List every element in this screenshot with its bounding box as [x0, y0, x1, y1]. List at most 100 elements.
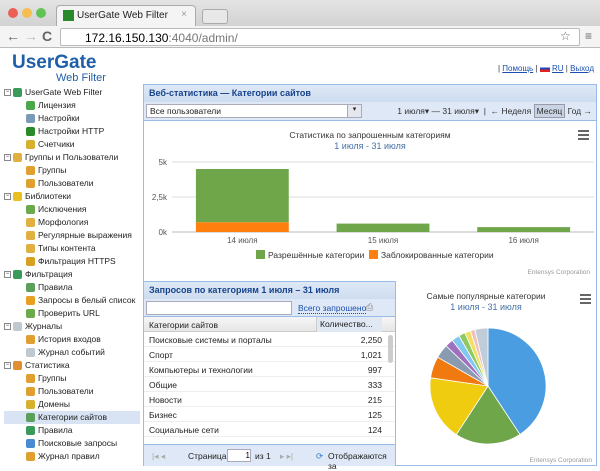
table-row[interactable]: Спорт 1,021: [144, 347, 395, 362]
year-button[interactable]: Год: [567, 106, 582, 116]
pie-slice[interactable]: [474, 327, 489, 387]
page-input[interactable]: [227, 449, 251, 462]
first-page-button[interactable]: |◂ ◂: [152, 451, 166, 461]
sidebar-item[interactable]: Регулярные выражения: [4, 229, 140, 242]
sidebar-item[interactable]: − Группы и Пользователи: [4, 152, 119, 163]
menu-icon[interactable]: ≡: [585, 29, 593, 43]
bar[interactable]: [336, 223, 430, 232]
month-button[interactable]: Месяц: [533, 104, 566, 118]
collapse-icon[interactable]: −: [4, 362, 11, 370]
column-category[interactable]: Категории сайтов: [149, 320, 219, 330]
sidebar-item[interactable]: − UserGate Web Filter: [4, 87, 103, 98]
reload-button[interactable]: C: [42, 28, 53, 44]
back-button[interactable]: ←: [6, 28, 20, 44]
pie-credit[interactable]: Entensys Corporation: [529, 457, 592, 464]
collapse-icon[interactable]: −: [4, 89, 11, 97]
sidebar-item-icon: [26, 296, 35, 306]
y-tick-label: 2,5k: [152, 193, 168, 202]
collapse-icon[interactable]: −: [4, 193, 11, 201]
table-row[interactable]: Общие 333: [144, 377, 395, 392]
bar[interactable]: [195, 169, 289, 223]
chart-credit[interactable]: Entensys Corporation: [527, 269, 590, 276]
sidebar-item[interactable]: Счетчики: [4, 138, 140, 151]
sidebar-item[interactable]: Запросы в белый список: [4, 294, 140, 307]
prev-period-button[interactable]: ←: [490, 106, 500, 116]
page-count: из 1: [255, 451, 271, 461]
sidebar-item[interactable]: Группы: [4, 372, 140, 385]
sidebar-item[interactable]: − Библиотеки: [4, 191, 72, 202]
bar[interactable]: [195, 222, 289, 232]
minimize-window-button[interactable]: [22, 8, 32, 18]
grid-search-input[interactable]: [146, 301, 292, 315]
sidebar-item-icon: [26, 140, 35, 150]
sidebar-item[interactable]: Пользователи: [4, 385, 140, 398]
sidebar-item[interactable]: Домены: [4, 398, 140, 411]
bookmark-star-icon[interactable]: ☆: [560, 29, 571, 43]
next-page-button[interactable]: ▸ ▸|: [280, 451, 294, 461]
bar[interactable]: [477, 227, 571, 232]
sidebar-item[interactable]: Лицензия: [4, 99, 140, 112]
sidebar-item[interactable]: − Статистика: [4, 360, 70, 371]
close-tab-icon[interactable]: ×: [181, 9, 187, 20]
url-input[interactable]: 172.16.150.130:4040/admin/: [60, 28, 580, 46]
legend-blocked[interactable]: Заблокированные категории: [381, 250, 494, 260]
collapse-icon[interactable]: −: [4, 154, 11, 162]
date-to-picker[interactable]: 31 июля▾: [442, 106, 480, 116]
next-period-button[interactable]: →: [583, 106, 593, 116]
sidebar-item[interactable]: Правила: [4, 281, 140, 294]
language-link[interactable]: RU: [551, 64, 564, 73]
sidebar-item[interactable]: Правила: [4, 424, 140, 437]
logout-link[interactable]: Выход: [570, 64, 594, 73]
total-requested-button[interactable]: Всего запрошено: [298, 303, 367, 314]
sidebar-item[interactable]: Пользователи: [4, 177, 140, 190]
table-row[interactable]: Компьютеры и технологии 997: [144, 362, 395, 377]
sidebar-item-icon: [26, 374, 35, 384]
close-window-button[interactable]: [8, 8, 18, 18]
sidebar-item[interactable]: Исключения: [4, 203, 140, 216]
browser-tab[interactable]: UserGate Web Filter ×: [56, 5, 196, 26]
sidebar-item-icon: [26, 413, 35, 423]
sidebar-item[interactable]: − Фильтрация: [4, 269, 73, 280]
help-link[interactable]: Помощь: [502, 64, 534, 73]
table-row[interactable]: Бизнес 125: [144, 407, 395, 422]
week-button[interactable]: Неделя: [501, 106, 532, 116]
collapse-icon[interactable]: −: [4, 323, 11, 331]
print-icon[interactable]: ⎙: [366, 302, 374, 312]
table-row[interactable]: Новости 215: [144, 392, 395, 407]
new-tab-button[interactable]: [202, 9, 228, 24]
chart-menu-icon[interactable]: [578, 130, 589, 140]
scrollbar[interactable]: [388, 335, 393, 363]
sidebar-item[interactable]: − Журналы: [4, 321, 63, 332]
collapse-icon[interactable]: −: [4, 271, 11, 279]
sidebar-item[interactable]: Морфология: [4, 216, 140, 229]
chevron-down-icon[interactable]: ▾: [347, 105, 361, 117]
table-row[interactable]: Социальные сети 124: [144, 422, 395, 437]
sidebar-item[interactable]: Поисковые запросы: [4, 437, 140, 450]
main-panel: Веб-статистика — Категории сайтов Все по…: [143, 84, 597, 471]
sidebar-item[interactable]: История входов: [4, 333, 140, 346]
legend-allowed-swatch: [256, 250, 265, 259]
user-select[interactable]: Все пользователи ▾: [146, 104, 362, 118]
pie-menu-icon[interactable]: [580, 294, 591, 304]
maximize-window-button[interactable]: [36, 8, 46, 18]
sidebar-item[interactable]: Настройки: [4, 112, 140, 125]
refresh-icon[interactable]: ⟳: [316, 451, 324, 461]
sidebar-item-icon: [13, 88, 22, 98]
date-from-picker[interactable]: 1 июля▾: [397, 106, 430, 116]
column-count[interactable]: Количество...: [316, 317, 382, 332]
sidebar-item[interactable]: Категории сайтов: [4, 411, 140, 424]
sidebar-item[interactable]: Группы: [4, 164, 140, 177]
legend-allowed[interactable]: Разрешённые категории: [268, 250, 365, 260]
sidebar-item[interactable]: Типы контента: [4, 242, 140, 255]
forward-button[interactable]: →: [24, 28, 38, 44]
sidebar-item[interactable]: Настройки HTTP: [4, 125, 140, 138]
sidebar-item[interactable]: Журнал событий: [4, 346, 140, 359]
sidebar-item[interactable]: Фильтрация HTTPS: [4, 255, 140, 268]
grid-header: Категории сайтов Количество...: [144, 317, 395, 332]
sidebar-item[interactable]: Журнал правил: [4, 450, 140, 463]
pie-slice[interactable]: [455, 385, 521, 445]
table-row[interactable]: Поисковые системы и порталы 2,250: [144, 332, 395, 347]
pie-slice[interactable]: [429, 377, 489, 436]
sidebar-item[interactable]: Проверить URL: [4, 307, 140, 320]
sidebar-item-icon: [26, 283, 35, 293]
